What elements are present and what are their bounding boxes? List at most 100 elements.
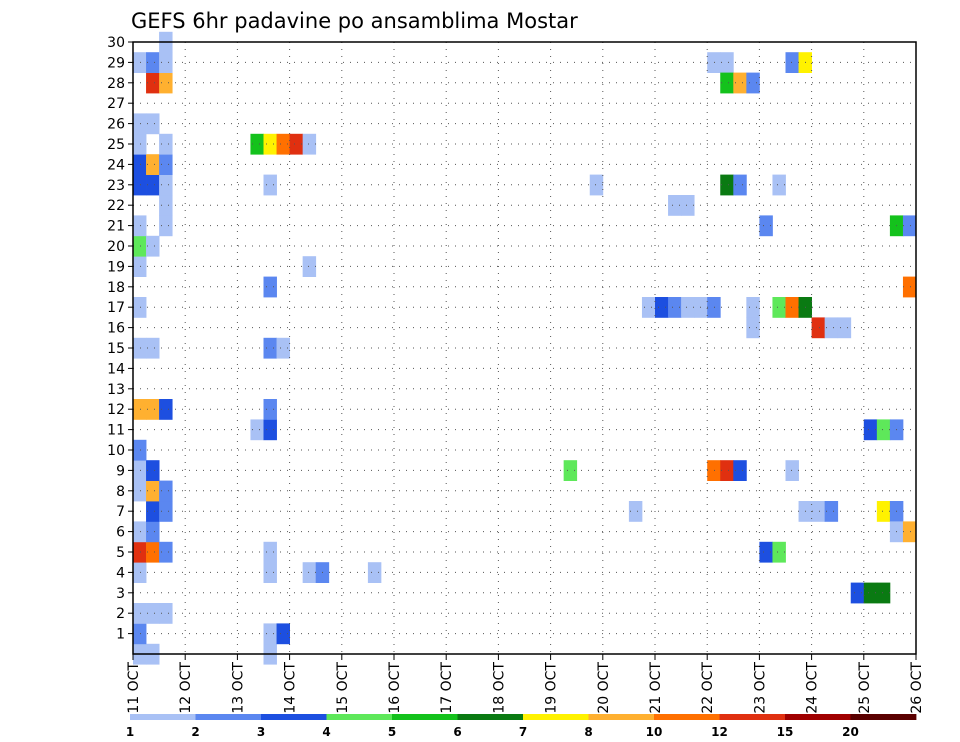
x-tick-label: 24 OCT [805, 662, 821, 714]
y-tick-label: 19 [107, 259, 125, 275]
legend-swatch [850, 714, 917, 720]
ensemble-cell [263, 174, 277, 196]
y-tick-label: 15 [107, 341, 125, 357]
legend-label: 6 [453, 725, 461, 739]
ensemble-cell [263, 623, 277, 645]
y-tick-label: 10 [107, 443, 125, 459]
x-tick-label: 20 OCT [596, 662, 612, 714]
legend-swatch [719, 714, 786, 720]
y-tick-label: 25 [107, 137, 125, 153]
ensemble-cell [133, 603, 147, 624]
ensemble-cell [133, 337, 147, 359]
ensemble-cell [133, 52, 147, 73]
ensemble-cell [668, 195, 682, 216]
legend-swatch [392, 714, 458, 720]
legend-label: 1 [126, 725, 134, 739]
ensemble-cell [655, 297, 669, 318]
ensemble-cell [263, 419, 277, 441]
ensemble-cell [159, 52, 173, 73]
ensemble-cell [746, 72, 760, 94]
ensemble-cell [159, 603, 173, 624]
ensemble-cell [276, 623, 290, 645]
ensemble-cell [133, 439, 147, 461]
ensemble-cell [902, 521, 917, 543]
ensemble-cell [289, 133, 304, 155]
ensemble-cell [159, 399, 173, 420]
ensemble-cell [159, 501, 173, 522]
ensemble-cell [746, 297, 760, 318]
x-tick-label: 11 OCT [126, 662, 142, 714]
y-tick-label: 21 [107, 219, 125, 235]
ensemble-cell [733, 72, 747, 94]
ensemble-cell [159, 154, 173, 175]
ensemble-cell [876, 582, 891, 604]
ensemble-cell [263, 399, 277, 420]
legend-label: 15 [777, 725, 794, 739]
ensemble-cell [772, 541, 786, 563]
y-tick-label: 3 [116, 586, 125, 602]
y-tick-label: 23 [107, 178, 125, 194]
y-tick-label: 5 [116, 545, 125, 561]
ensemble-cell [876, 501, 891, 522]
y-tick-label: 22 [107, 198, 125, 214]
ensemble-cell [133, 215, 147, 237]
ensemble-cell [146, 480, 160, 502]
ensemble-cell [133, 399, 147, 420]
ensemble-cell [250, 419, 264, 441]
legend-swatch [457, 714, 524, 720]
ensemble-cell [302, 562, 317, 583]
x-axis: 11 OCT 12 OCT 13 OCT 14 OCT 15 OCT 16 OCT 17 O… [126, 654, 925, 714]
ensemble-cell [146, 52, 160, 73]
x-tick-label: 13 OCT [230, 662, 246, 714]
ensemble-cell [250, 133, 264, 155]
legend-label: 3 [257, 725, 265, 739]
x-tick-label: 19 OCT [544, 662, 560, 714]
ensemble-cell [863, 419, 878, 441]
ensemble-cell [902, 215, 917, 237]
ensemble-cell [902, 276, 917, 298]
ensemble-cell [146, 603, 160, 624]
ensemble-cell [824, 501, 839, 522]
ensemble-cell [759, 215, 773, 237]
ensemble-cell [589, 174, 604, 196]
ensemble-cell [159, 174, 173, 196]
ensemble-cell [785, 52, 799, 73]
ensemble-cell [563, 460, 578, 481]
legend-swatch [523, 714, 589, 720]
ensemble-cell [720, 52, 734, 73]
y-tick-label: 12 [107, 402, 125, 418]
y-tick-label: 7 [116, 504, 125, 520]
x-tick-label: 23 OCT [752, 662, 768, 714]
ensemble-cell [733, 460, 747, 481]
ensemble-cell [133, 154, 147, 175]
legend-swatch [654, 714, 720, 720]
x-tick-label: 17 OCT [439, 662, 455, 714]
ensemble-cell [263, 562, 277, 583]
x-tick-label: 15 OCT [335, 662, 351, 714]
y-tick-label: 11 [107, 423, 125, 439]
ensemble-cell [133, 541, 147, 563]
ensemble-cell [263, 541, 277, 563]
x-tick-label: 18 OCT [491, 662, 507, 714]
x-tick-label: 16 OCT [387, 662, 403, 714]
y-tick-label: 27 [107, 96, 125, 112]
ensemble-cell [133, 297, 147, 318]
ensemble-cell [159, 480, 173, 502]
ensemble-cell [133, 562, 147, 583]
ensemble-cell [159, 541, 173, 563]
ensemble-cell [146, 501, 160, 522]
chart-title: GEFS 6hr padavine po ansamblima Mostar [131, 9, 578, 33]
ensemble-cell [707, 297, 721, 318]
ensemble-cell [837, 317, 852, 339]
y-tick-label: 4 [116, 565, 125, 581]
ensemble-cell [146, 521, 160, 543]
y-tick-label: 24 [107, 157, 125, 173]
ensemble-cell [276, 337, 290, 359]
ensemble-cell [811, 317, 826, 339]
ensemble-cell [133, 623, 147, 645]
ensemble-cell [133, 460, 147, 481]
ensemble-cell [263, 337, 277, 359]
ensemble-cell [785, 297, 799, 318]
y-tick-label: 2 [116, 606, 125, 622]
